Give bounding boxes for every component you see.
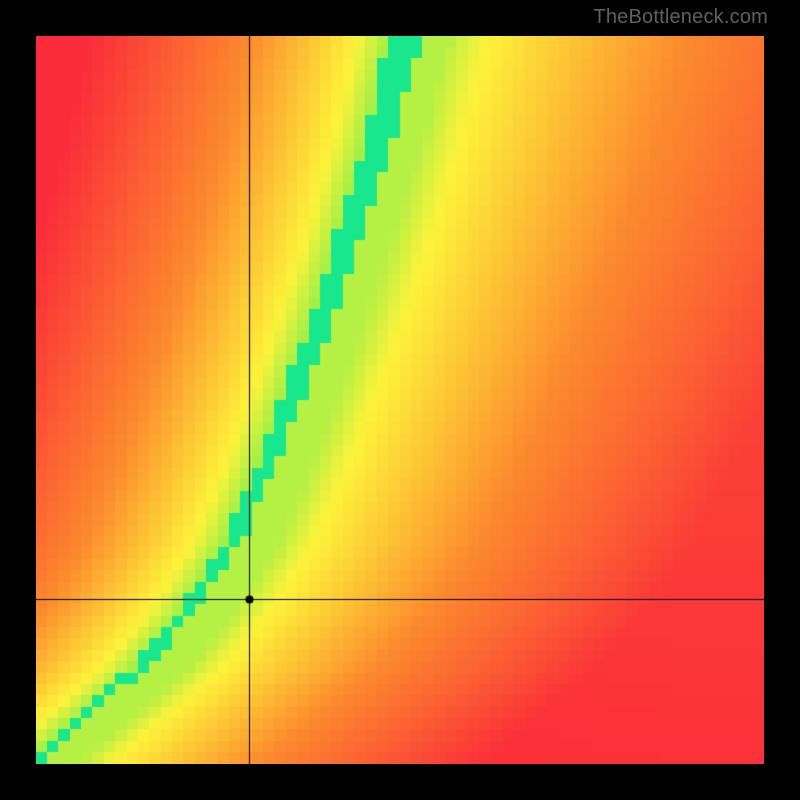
watermark-text: TheBottleneck.com bbox=[593, 6, 768, 29]
heatmap-canvas bbox=[36, 36, 764, 764]
bottleneck-heatmap bbox=[36, 36, 764, 764]
